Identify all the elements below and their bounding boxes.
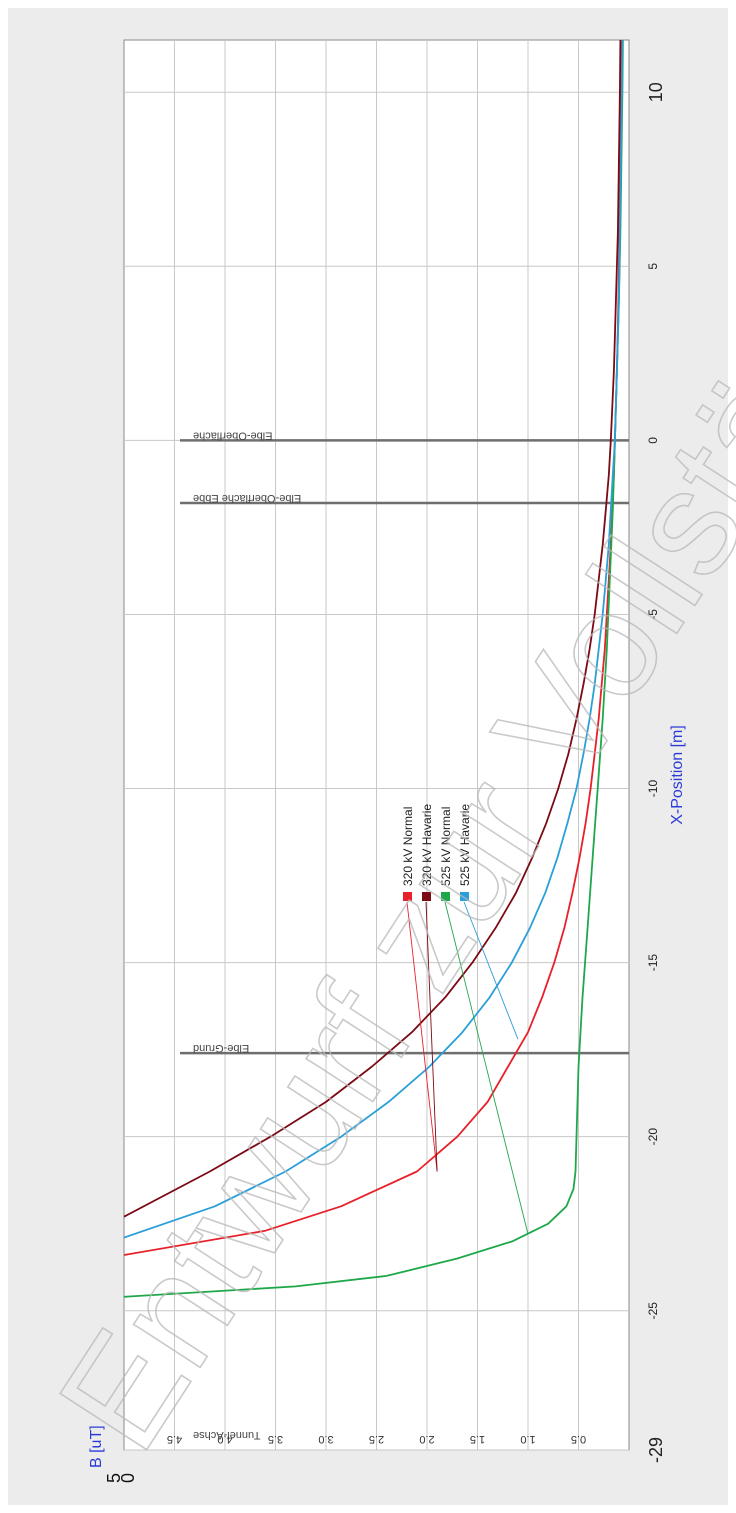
series-lines bbox=[123, 39, 624, 1298]
reference-lines: Tunnel-Achse Elbe-Grund Elbe-Oberfläche Eb… bbox=[180, 429, 629, 1441]
legend-leader-lines bbox=[406, 901, 529, 1235]
y-tick-label-1: 1.0 bbox=[520, 1433, 535, 1445]
legend-label-2: 525 kV Normal bbox=[439, 807, 453, 886]
x-axis-label: X-Position [m] bbox=[669, 725, 686, 825]
y-tick-label-8: 4.5 bbox=[167, 1433, 182, 1445]
y-tick-label-7: 4.0 bbox=[217, 1433, 232, 1445]
legend-label-1: 320 kV Havarie bbox=[420, 804, 434, 886]
reference-line-label-0: Tunnel-Achse bbox=[193, 1429, 260, 1441]
legend-leader-0 bbox=[406, 901, 438, 1172]
y-axis-min-label: 0 bbox=[118, 1473, 138, 1483]
legend-swatch-2 bbox=[441, 892, 450, 901]
y-tick-label-3: 2.0 bbox=[419, 1433, 434, 1445]
legend-swatch-0 bbox=[403, 892, 412, 901]
reference-line-label-1: Elbe-Grund bbox=[193, 1042, 249, 1054]
legend-label-0: 320 kV Normal bbox=[401, 807, 415, 886]
y-tick-labels: 0.5 1.0 1.5 2.0 2.5 3.0 3.5 4.0 4.5 bbox=[167, 1433, 586, 1445]
x-tick-label-2: -20 bbox=[646, 1128, 660, 1146]
x-tick-label-1: -25 bbox=[646, 1302, 660, 1320]
y-tick-label-5: 3.0 bbox=[318, 1433, 333, 1445]
x-tick-label-3: -15 bbox=[646, 954, 660, 972]
y-tick-label-2: 1.5 bbox=[470, 1433, 485, 1445]
x-tick-label-0: -29 bbox=[646, 1437, 666, 1463]
legend-swatch-1 bbox=[422, 892, 431, 901]
series-line-3 bbox=[123, 39, 624, 1239]
reference-line-label-2: Elbe-Oberfläche Ebbe bbox=[193, 492, 301, 504]
legend-leader-2 bbox=[444, 901, 529, 1235]
y-axis-max-label: 5 bbox=[104, 1473, 124, 1483]
x-tick-label-4: -10 bbox=[646, 780, 660, 798]
y-tick-label-6: 3.5 bbox=[268, 1433, 283, 1445]
legend: 320 kV Normal 320 kV Havarie 525 kV Normal… bbox=[401, 804, 472, 901]
x-tick-label-7: 5 bbox=[646, 263, 660, 270]
x-tick-labels: -29 -25 -20 -15 -10 -5 0 5 10 bbox=[646, 82, 666, 1463]
legend-swatch-3 bbox=[460, 892, 469, 901]
series-line-1 bbox=[123, 39, 622, 1218]
x-tick-label-6: 0 bbox=[646, 437, 660, 444]
x-tick-label-8: 10 bbox=[646, 82, 666, 102]
y-tick-label-4: 2.5 bbox=[369, 1433, 384, 1445]
x-tick-label-5: -5 bbox=[646, 609, 660, 620]
reference-line-label-3: Elbe-Oberfläche bbox=[193, 429, 273, 441]
legend-leader-1 bbox=[425, 901, 438, 1172]
legend-leader-3 bbox=[463, 901, 519, 1040]
y-tick-label-0: 0.5 bbox=[571, 1433, 586, 1445]
legend-label-3: 525 kV Havarie bbox=[458, 804, 472, 886]
y-axis-label: B [uT] bbox=[88, 1425, 105, 1468]
